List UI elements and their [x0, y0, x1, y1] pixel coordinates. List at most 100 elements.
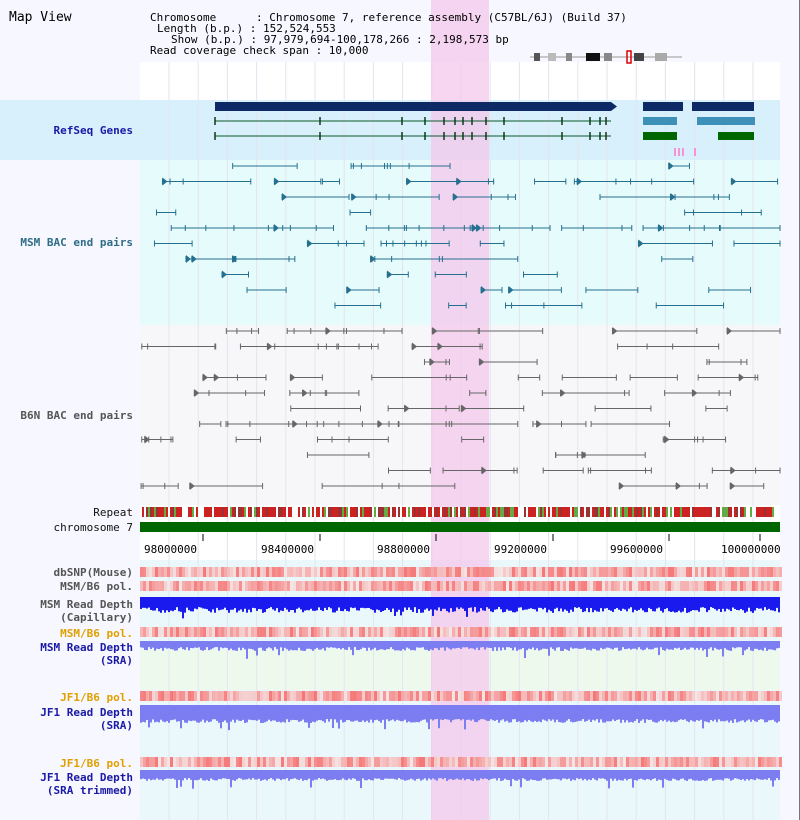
jf1-depth-trimmed-bar [766, 770, 768, 780]
repeat-segment [704, 507, 706, 517]
jf1-depth-sra-bar [162, 705, 164, 722]
msm-depth-sra-bar [668, 641, 670, 650]
jf1-b6-pol-heat [683, 691, 686, 701]
jf1-depth-trimmed-bar [392, 770, 394, 779]
msm-b6-pol-heat [710, 581, 713, 591]
b6n-bac-pair-arrow [479, 358, 485, 366]
dbsnp-heat [602, 567, 605, 577]
repeat-segment [682, 507, 684, 517]
msm-depth-sra-bar [232, 641, 234, 651]
msm-depth-sra-bar [730, 641, 732, 651]
jf1-b6-pol-heat [251, 757, 254, 767]
msm-b6-pol-heat [596, 627, 599, 637]
msm-b6-pol-heat [320, 627, 323, 637]
dbsnp-heat [596, 567, 599, 577]
msm-b6-pol-heat [605, 627, 608, 637]
track-label-refseq-genes[interactable]: RefSeq Genes [53, 124, 133, 137]
dbsnp-heat [665, 567, 668, 577]
jf1-b6-pol-heat [284, 691, 287, 701]
repeat-segment [266, 507, 268, 517]
msm-depth-capillary-bar [186, 597, 188, 608]
track-label-jf1-read-depth-sra[interactable]: JF1 Read Depth (SRA) [40, 706, 133, 732]
msm-depth-capillary-bar [372, 597, 374, 611]
jf1-depth-sra-bar [156, 705, 158, 722]
jf1-b6-pol-heat [569, 691, 572, 701]
msm-b6-pol-heat [638, 627, 641, 637]
jf1-b6-pol-heat [506, 757, 509, 767]
b6n-bac-pair-arrow [189, 482, 195, 490]
jf1-depth-sra-bar [584, 705, 586, 722]
msm-depth-sra-bar [188, 641, 190, 651]
jf1-depth-trimmed-bar [590, 770, 592, 781]
msm-b6-pol-heat [668, 581, 671, 591]
jf1-b6-pol-heat [626, 757, 629, 767]
jf1-b6-pol-heat [725, 691, 728, 701]
track-label-msm-b6-pol-1[interactable]: MSM/B6 pol. [60, 580, 133, 593]
jf1-depth-sra-bar [316, 705, 318, 721]
msm-depth-capillary-bar [462, 597, 464, 609]
msm-depth-capillary-bar [608, 597, 610, 610]
msm-depth-sra-bar [336, 641, 338, 649]
msm-b6-pol-heat [410, 627, 413, 637]
track-label-dbsnp[interactable]: dbSNP(Mouse) [53, 566, 133, 579]
msm-b6-pol-heat [479, 581, 482, 591]
dbsnp-heat [428, 567, 431, 577]
track-label-jf1-b6-pol-2[interactable]: JF1/B6 pol. [60, 757, 133, 770]
repeat-segment [268, 507, 270, 517]
jf1-b6-pol-heat [155, 757, 158, 767]
jf1-depth-trimmed-bar [368, 770, 370, 780]
jf1-b6-pol-heat [773, 757, 776, 767]
track-label-msm-read-depth-sra[interactable]: MSM Read Depth (SRA) [40, 641, 133, 667]
jf1-b6-pol-heat [398, 757, 401, 767]
track-label-repeat[interactable]: Repeat [93, 506, 133, 519]
jf1-b6-pol-heat [158, 757, 161, 767]
repeat-segment [654, 507, 656, 517]
msm-depth-capillary-bar [568, 597, 570, 613]
jf1-depth-sra-bar [416, 705, 418, 723]
jf1-depth-trimmed-bar [580, 770, 582, 779]
jf1-depth-sra-bar [160, 705, 162, 720]
jf1-b6-pol-heat [770, 691, 773, 701]
msm-depth-sra-bar [548, 641, 550, 656]
jf1-b6-pol-heat [146, 757, 149, 767]
jf1-depth-sra-bar [482, 705, 484, 720]
jf1-b6-pol-heat [587, 691, 590, 701]
dbsnp-heat [740, 567, 743, 577]
msm-depth-capillary-bar [220, 597, 222, 610]
track-label-msm-read-depth-capillary[interactable]: MSM Read Depth (Capillary) [40, 598, 133, 624]
msm-depth-capillary-bar [566, 597, 568, 611]
msm-depth-capillary-bar [626, 597, 628, 612]
jf1-depth-trimmed-bar [446, 770, 448, 781]
msm-bac-pair-arrow [307, 239, 313, 248]
jf1-depth-trimmed-bar [204, 770, 206, 781]
msm-depth-sra-bar [338, 641, 340, 648]
dbsnp-heat [422, 567, 425, 577]
msm-depth-capillary-bar [158, 597, 160, 612]
jf1-b6-pol-heat [692, 757, 695, 767]
repeat-segment [322, 507, 324, 517]
jf1-depth-sra-bar [354, 705, 356, 721]
track-label-jf1-b6-pol-1[interactable]: JF1/B6 pol. [60, 691, 133, 704]
msm-depth-capillary-bar [660, 597, 662, 611]
jf1-depth-trimmed-bar [398, 770, 400, 779]
jf1-depth-sra-bar [300, 705, 302, 722]
jf1-b6-pol-heat [437, 757, 440, 767]
b6n-bac-pair-arrow [432, 327, 438, 335]
track-label-jf1-read-depth-trimmed[interactable]: JF1 Read Depth (SRA trimmed) [40, 771, 133, 797]
dbsnp-heat [245, 567, 248, 577]
repeat-segment [240, 507, 242, 517]
jf1-depth-trimmed-bar [564, 770, 566, 779]
msm-b6-pol-heat [641, 627, 644, 637]
track-label-msm-b6-pol-2[interactable]: MSM/B6 pol. [60, 627, 133, 640]
repeat-segment [762, 507, 764, 517]
msm-depth-sra-bar [736, 641, 738, 648]
msm-b6-pol-heat [296, 627, 299, 637]
msm-b6-pol-heat [266, 581, 269, 591]
dbsnp-heat [347, 567, 350, 577]
jf1-depth-sra-bar [510, 705, 512, 723]
track-label-b6n-bac[interactable]: B6N BAC end pairs [20, 409, 133, 422]
msm-b6-pol-heat [476, 581, 479, 591]
track-label-msm-bac[interactable]: MSM BAC end pairs [20, 236, 133, 249]
jf1-depth-sra-bar [456, 705, 458, 720]
refseq-label-bg [0, 100, 140, 160]
